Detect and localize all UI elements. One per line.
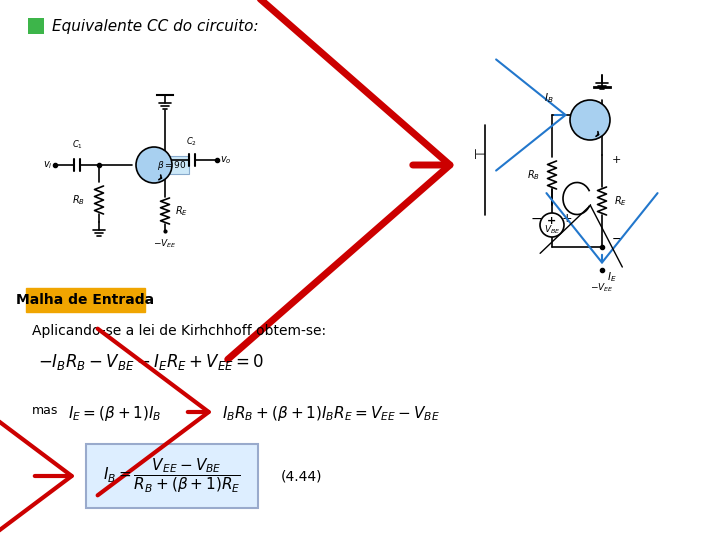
Text: $-V_{EE}$: $-V_{EE}$: [153, 237, 177, 249]
Text: $v_i$: $v_i$: [43, 159, 53, 171]
Text: $C_2$: $C_2$: [186, 136, 197, 148]
Text: Equivalente CC do circuito:: Equivalente CC do circuito:: [52, 18, 258, 33]
Text: $I_BR_B + (\beta+1)I_BR_E = V_{EE} - V_{BE}$: $I_BR_B + (\beta+1)I_BR_E = V_{EE} - V_{…: [222, 404, 440, 423]
FancyBboxPatch shape: [86, 444, 258, 508]
Text: mas: mas: [32, 404, 58, 417]
Text: $R_B$: $R_B$: [527, 168, 540, 182]
Text: $-V_{EE}$: $-V_{EE}$: [590, 281, 614, 294]
Text: $V_{BE}$: $V_{BE}$: [544, 224, 560, 237]
Text: +: +: [612, 155, 621, 165]
Text: $I_E = (\beta+1)I_B$: $I_E = (\beta+1)I_B$: [68, 404, 161, 423]
Text: $I_B$: $I_B$: [544, 91, 554, 105]
Text: $I_B = \dfrac{V_{EE} - V_{BE}}{R_B + (\beta+1)R_E}$: $I_B = \dfrac{V_{EE} - V_{BE}}{R_B + (\b…: [103, 457, 241, 495]
Text: −: −: [612, 233, 623, 246]
FancyBboxPatch shape: [26, 288, 145, 312]
Text: $R_B$: $R_B$: [72, 193, 85, 207]
Text: (4.44): (4.44): [281, 469, 323, 483]
Circle shape: [540, 213, 564, 237]
Text: $-I_BR_B - V_{BE} - I_ER_E + V_{EE} = 0$: $-I_BR_B - V_{BE} - I_ER_E + V_{EE} = 0$: [38, 352, 264, 372]
Text: ⊢: ⊢: [474, 148, 486, 162]
Bar: [28, 18, 44, 34]
Text: $\beta=90$: $\beta=90$: [157, 159, 186, 172]
Text: $I_E$: $I_E$: [607, 270, 616, 284]
Text: −: −: [530, 212, 542, 226]
Text: Malha de Entrada: Malha de Entrada: [16, 293, 154, 307]
Text: $R_E$: $R_E$: [614, 194, 627, 208]
Text: +: +: [547, 216, 557, 226]
Text: +: +: [562, 213, 572, 226]
Circle shape: [136, 147, 172, 183]
Text: Aplicando-se a lei de Kirhchhoff obtem-se:: Aplicando-se a lei de Kirhchhoff obtem-s…: [32, 324, 326, 338]
Text: $R_E$: $R_E$: [175, 204, 188, 218]
FancyBboxPatch shape: [155, 156, 189, 174]
Text: $v_o$: $v_o$: [220, 154, 232, 166]
Circle shape: [570, 100, 610, 140]
Text: $C_1$: $C_1$: [71, 138, 83, 151]
